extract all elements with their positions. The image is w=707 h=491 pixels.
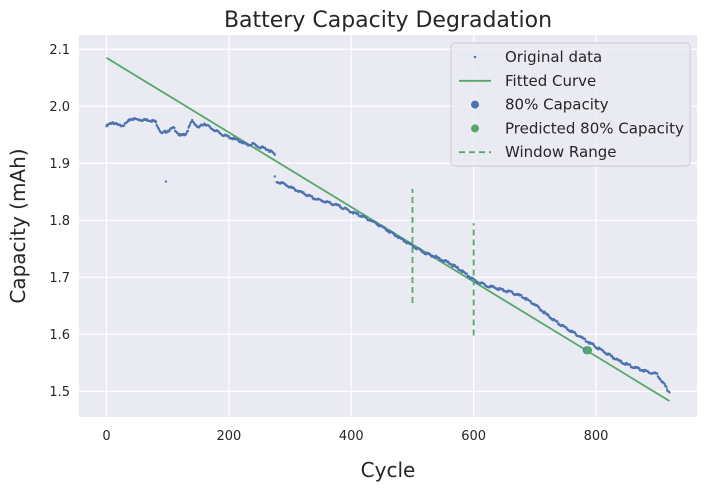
legend-label: Window Range [505,143,616,161]
y-tick-label: 1.7 [49,271,70,286]
x-axis-label: Cycle [361,458,416,482]
y-tick-label: 2.0 [49,100,70,115]
data-point [338,204,341,207]
data-point [474,278,477,282]
data-point [273,153,276,156]
data-point [656,372,659,375]
legend: Original data Fitted Curve 80% Capacity Pre… [450,42,691,167]
y-tick-label: 1.8 [49,214,70,229]
x-tick-label: 0 [102,429,110,444]
data-point [154,121,158,124]
data-point [310,195,314,198]
x-tick-label: 600 [461,429,486,444]
legend-label: Predicted 80% Capacity [505,119,684,137]
data-point [447,260,450,264]
data-point [186,129,190,133]
legend-handle-marker [471,124,479,133]
data-point [668,391,671,394]
fitted-curve-line [106,57,670,402]
data-point [665,385,668,389]
y-tick-label: 1.5 [49,385,70,400]
tick-labels: 0 200 400 600 800 1.5 1.6 1.7 1.8 1.9 2.0 2.1 [49,43,608,444]
chart-title: Battery Capacity Degradation [224,8,552,33]
data-point [419,248,423,252]
data-point [123,124,126,127]
data-point [188,124,191,127]
data-point-outlier [164,180,168,183]
y-tick-label: 1.9 [49,157,70,172]
data-point [556,320,559,323]
legend-handle-marker [471,100,479,109]
x-tick-label: 400 [339,429,364,444]
legend-label: Original data [505,48,602,66]
legend-box [450,42,691,167]
data-point [456,265,459,269]
y-axis-label: Capacity (mAh) [6,148,30,303]
data-layer [105,57,671,402]
y-tick-label: 1.6 [49,328,70,343]
x-tick-label: 200 [216,429,241,444]
data-point [227,135,231,138]
legend-label: Fitted Curve [505,72,596,90]
data-point [164,129,167,132]
data-point [619,359,623,363]
predicted-80-marker [584,346,593,355]
y-tick-label: 2.1 [49,43,70,58]
legend-label: 80% Capacity [505,96,609,114]
data-point [465,272,469,275]
data-point [583,337,587,341]
data-point [638,367,641,370]
legend-handle-original [473,55,477,59]
data-point [168,129,171,133]
data-point [629,363,632,367]
data-point-outlier [273,175,277,178]
x-tick-label: 800 [584,429,609,444]
data-point [520,294,523,297]
data-point [438,256,441,260]
data-point [356,212,360,215]
data-point [184,133,188,136]
data-point [173,126,176,130]
